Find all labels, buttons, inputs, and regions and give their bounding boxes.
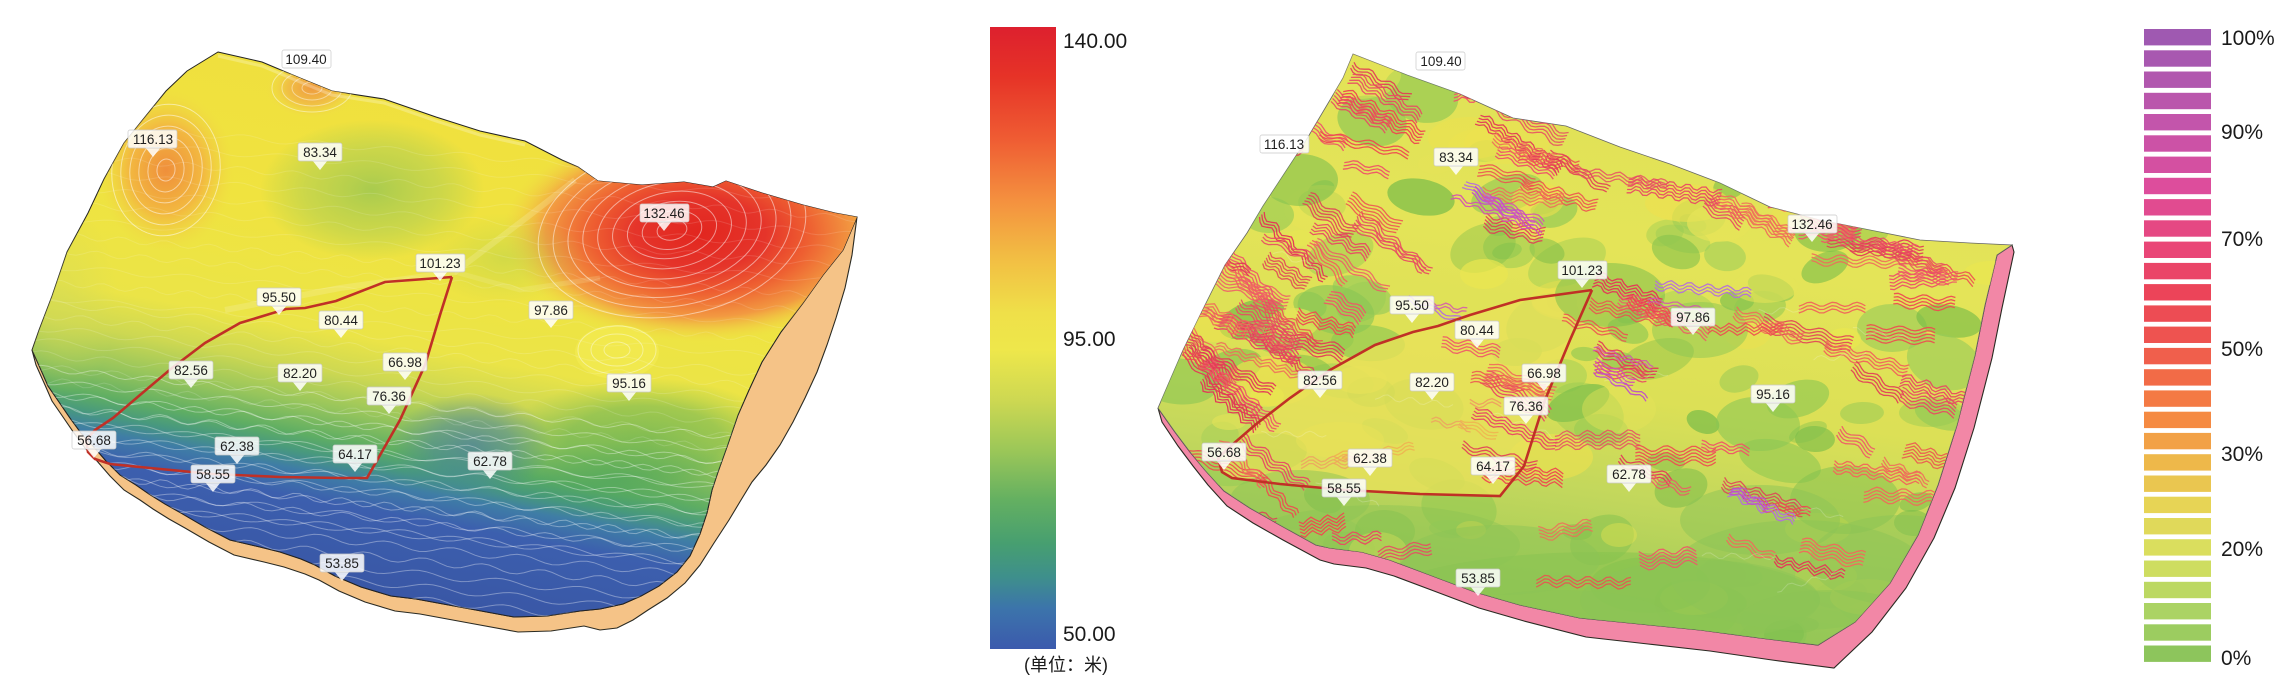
svg-text:95.16: 95.16: [612, 376, 646, 391]
svg-text:50%: 50%: [2221, 338, 2263, 361]
svg-text:132.46: 132.46: [1791, 217, 1832, 232]
svg-text:100%: 100%: [2221, 27, 2275, 50]
svg-text:76.36: 76.36: [372, 389, 406, 404]
svg-text:95.50: 95.50: [262, 290, 296, 305]
svg-text:66.98: 66.98: [1527, 366, 1561, 381]
svg-text:62.38: 62.38: [220, 439, 254, 454]
svg-text:82.20: 82.20: [283, 366, 317, 381]
svg-text:20%: 20%: [2221, 538, 2263, 561]
svg-text:82.56: 82.56: [174, 363, 208, 378]
svg-text:58.55: 58.55: [196, 467, 230, 482]
svg-text:56.68: 56.68: [77, 433, 111, 448]
svg-text:70%: 70%: [2221, 228, 2263, 251]
svg-text:66.98: 66.98: [388, 355, 422, 370]
svg-text:76.36: 76.36: [1509, 399, 1543, 414]
svg-text:95.50: 95.50: [1395, 298, 1429, 313]
svg-text:116.13: 116.13: [1264, 137, 1304, 152]
svg-text:53.85: 53.85: [325, 556, 359, 571]
svg-text:116.13: 116.13: [133, 132, 173, 147]
svg-text:90%: 90%: [2221, 121, 2263, 144]
svg-text:95.16: 95.16: [1756, 387, 1790, 402]
svg-text:82.20: 82.20: [1415, 375, 1449, 390]
svg-text:101.23: 101.23: [419, 256, 460, 271]
svg-text:132.46: 132.46: [643, 206, 684, 221]
svg-text:58.55: 58.55: [1327, 481, 1361, 496]
svg-text:50.00: 50.00: [1063, 623, 1116, 646]
svg-text:64.17: 64.17: [1476, 459, 1510, 474]
svg-text:62.38: 62.38: [1353, 451, 1387, 466]
svg-text:97.86: 97.86: [1676, 310, 1710, 325]
svg-text:62.78: 62.78: [473, 454, 507, 469]
svg-text:56.68: 56.68: [1207, 445, 1241, 460]
svg-text:83.34: 83.34: [303, 145, 337, 160]
svg-text:53.85: 53.85: [1461, 571, 1495, 586]
svg-text:83.34: 83.34: [1439, 150, 1473, 165]
svg-text:95.00: 95.00: [1063, 328, 1116, 351]
svg-text:30%: 30%: [2221, 443, 2263, 466]
svg-text:80.44: 80.44: [324, 313, 358, 328]
svg-text:0%: 0%: [2221, 647, 2251, 670]
svg-text:(单位：米): (单位：米): [1024, 655, 1108, 675]
svg-text:80.44: 80.44: [1460, 323, 1494, 338]
svg-text:109.40: 109.40: [1420, 54, 1461, 69]
svg-text:62.78: 62.78: [1612, 467, 1646, 482]
svg-text:82.56: 82.56: [1303, 373, 1337, 388]
svg-text:101.23: 101.23: [1561, 263, 1602, 278]
svg-text:64.17: 64.17: [338, 447, 372, 462]
svg-text:97.86: 97.86: [534, 303, 568, 318]
svg-text:140.00: 140.00: [1063, 30, 1127, 53]
svg-text:109.40: 109.40: [285, 52, 326, 67]
